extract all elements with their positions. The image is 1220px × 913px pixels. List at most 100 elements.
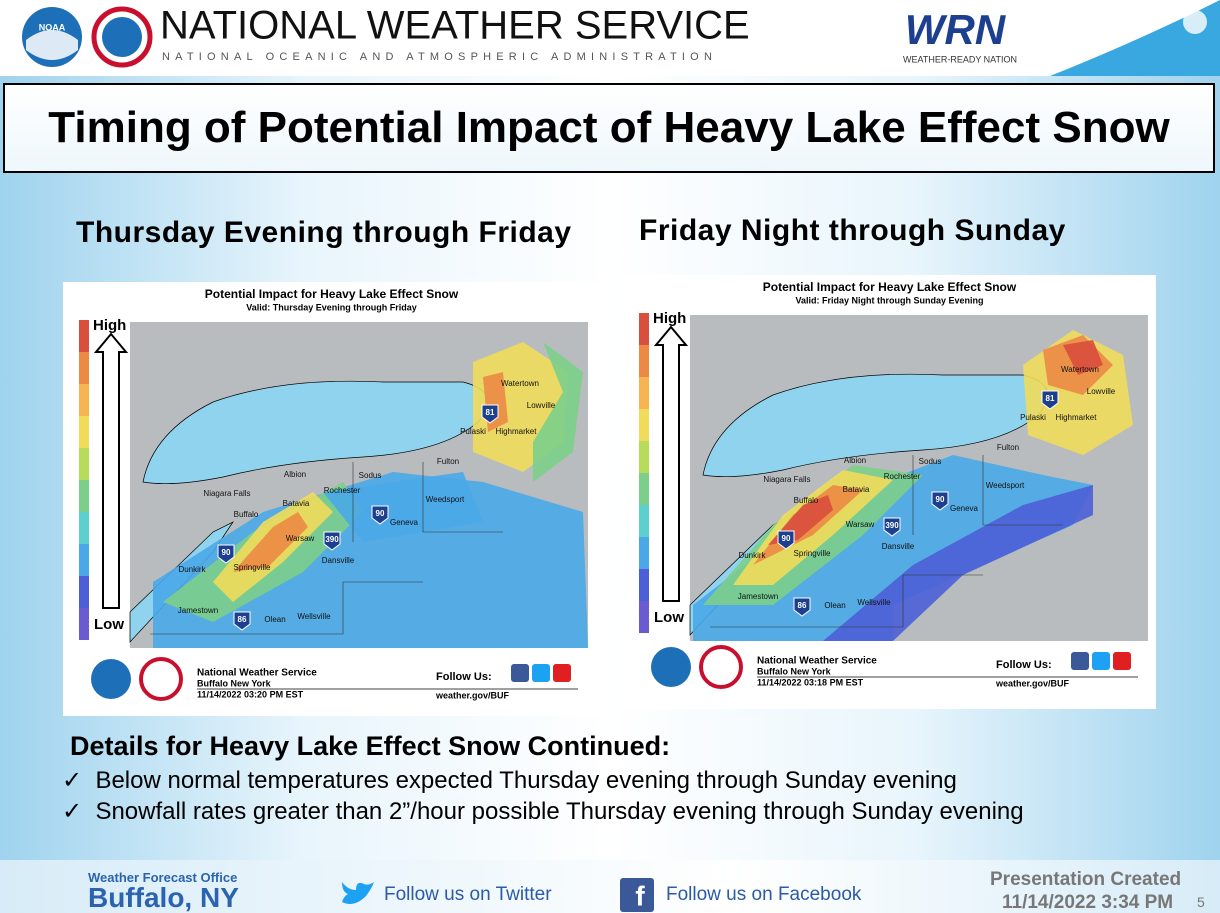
footer-org: National Weather Service — [757, 656, 877, 667]
header: NOAA NATIONAL WEATHER SERVICE NATIONAL O… — [0, 0, 1220, 76]
noaa-logo — [651, 647, 691, 687]
highway-shield — [481, 404, 499, 424]
city-label: Geneva — [390, 518, 419, 527]
social-icon[interactable] — [553, 664, 571, 682]
city-label: Lowville — [527, 401, 556, 410]
scale-step — [79, 512, 89, 544]
panel-heading: Friday Night through Sunday — [639, 214, 1066, 247]
city-label: Rochester — [324, 486, 361, 495]
twitter-icon[interactable] — [340, 878, 376, 910]
city-label: Jamestown — [178, 606, 218, 615]
highway-label: 90 — [376, 509, 385, 518]
highway-label: 90 — [936, 495, 945, 504]
scale-arrow — [93, 332, 129, 609]
county-lines — [710, 455, 1063, 628]
follow-us: Follow Us: — [436, 671, 492, 683]
title: Timing of Potential Impact of Heavy Lake… — [3, 83, 1215, 173]
wrn: WRN — [905, 6, 1007, 53]
footer-url: weather.gov/BUF — [995, 678, 1070, 688]
city-label: Weedsport — [426, 495, 465, 504]
scale-step — [639, 473, 649, 505]
city-label: Niagara Falls — [763, 475, 810, 484]
city-label: Wellsville — [857, 598, 891, 607]
scale-step — [639, 377, 649, 409]
city-label: Dunkirk — [178, 565, 206, 574]
city-label: Warsaw — [286, 534, 315, 543]
wfo: Weather Forecast Office — [88, 870, 238, 885]
footer: Weather Forecast Office Buffalo, NY Foll… — [0, 860, 1220, 913]
highway-label: 81 — [486, 408, 495, 417]
nws-logo — [139, 657, 183, 701]
scale-step — [639, 505, 649, 537]
noaa-logo — [91, 659, 131, 699]
impact-area — [533, 342, 583, 482]
city-label: Springville — [794, 549, 831, 558]
social-icon[interactable] — [1071, 652, 1089, 670]
highway-shield — [793, 597, 811, 617]
scale-step — [79, 384, 89, 416]
scale-step — [639, 601, 649, 633]
city-label: Olean — [824, 601, 845, 610]
highway-label: 90 — [222, 548, 231, 557]
map-svg: Potential Impact for Heavy Lake Effect S… — [79, 287, 588, 701]
scale-step — [79, 352, 89, 384]
city-label: Watertown — [501, 379, 539, 388]
details-text: Below normal temperatures expected Thurs… — [95, 767, 957, 794]
highway-label: 390 — [885, 521, 899, 530]
highway-label: 86 — [798, 601, 807, 610]
city-label: Highmarket — [496, 427, 538, 436]
swoosh — [1050, 0, 1220, 76]
scale-step — [79, 480, 89, 512]
scale-step — [79, 608, 89, 640]
city-label: Dansville — [882, 542, 915, 551]
city-label: Olean — [264, 615, 285, 624]
city-label: Pulaski — [460, 427, 486, 436]
city-label: Batavia — [843, 485, 870, 494]
city-label: Jamestown — [738, 592, 778, 601]
city-label: Buffalo — [794, 496, 819, 505]
wfo-city: Buffalo, NY — [88, 882, 239, 913]
svg-text:f: f — [635, 880, 645, 911]
social-icon[interactable] — [1113, 652, 1131, 670]
scale-step — [79, 416, 89, 448]
footer-timestamp: 11/14/2022 03:20 PM EST — [197, 689, 304, 699]
noaa-wave — [26, 30, 78, 60]
impact-area — [1063, 340, 1103, 375]
city-label: Albion — [844, 456, 866, 465]
city-label: Rochester — [884, 472, 921, 481]
highway-label: 390 — [325, 535, 339, 544]
highway-shield — [323, 531, 341, 551]
city-label: Lowville — [1087, 387, 1116, 396]
social-icon[interactable] — [511, 664, 529, 682]
social-icon[interactable] — [532, 664, 550, 682]
highway-shield — [883, 517, 901, 537]
details-item: ✓ Below normal temperatures expected Thu… — [62, 767, 957, 794]
map-panel: Potential Impact for Heavy Lake Effect S… — [623, 275, 1156, 709]
header-graphics: NOAA NATIONAL WEATHER SERVICE NATIONAL O… — [22, 0, 1220, 76]
map — [689, 315, 1148, 641]
facebook-link[interactable]: Follow us on Facebook — [666, 884, 862, 905]
city-label: Geneva — [950, 504, 979, 513]
impact-area — [323, 472, 483, 542]
twitter-link[interactable]: Follow us on Twitter — [384, 884, 552, 905]
highway-shield — [217, 544, 235, 564]
scale-arrow — [653, 325, 689, 602]
noaa-text: NOAA — [39, 22, 66, 32]
city-label: Weedsport — [986, 481, 1025, 490]
highway-shield — [371, 505, 389, 525]
city-label: Buffalo — [234, 510, 259, 519]
footer-org: National Weather Service — [197, 668, 317, 679]
city-label: Watertown — [1061, 365, 1099, 374]
scale-step — [639, 441, 649, 473]
panel-heading: Thursday Evening through Friday — [76, 216, 572, 249]
highway-shield — [777, 530, 795, 550]
map-valid: Valid: Friday Night through Sunday Eveni… — [795, 295, 983, 305]
city-label: Highmarket — [1056, 413, 1098, 422]
scale-high: High — [93, 317, 126, 334]
created-date: 11/14/2022 3:34 PM — [1002, 892, 1174, 913]
scale-step — [639, 537, 649, 569]
social-icon[interactable] — [1092, 652, 1110, 670]
city-label: Sodus — [919, 457, 942, 466]
facebook-icon[interactable]: f — [620, 878, 654, 912]
